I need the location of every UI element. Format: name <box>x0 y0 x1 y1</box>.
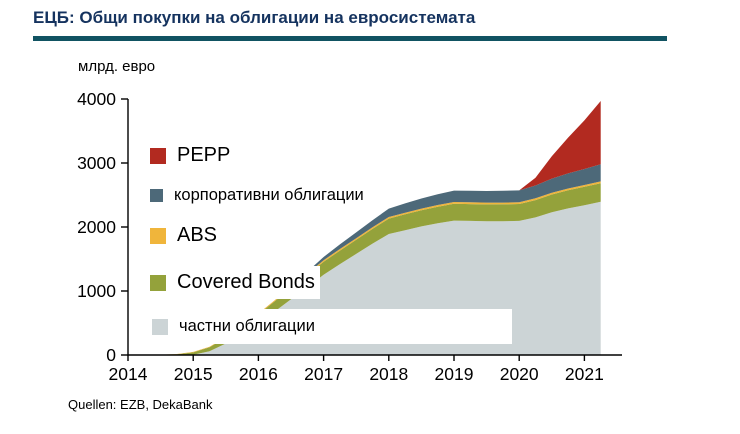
y-tick-label: 2000 <box>77 217 116 237</box>
legend-item-corporate-bonds: корпоративни облигации <box>150 186 364 205</box>
y-tick-label: 3000 <box>77 153 116 173</box>
legend-swatch-abs <box>150 227 166 244</box>
series-area-covered-bonds <box>128 183 601 355</box>
y-tick-label: 0 <box>106 345 116 365</box>
y-axis-unit-label: млрд. евро <box>78 58 156 75</box>
legend-item-covered-bonds: Covered Bonds <box>145 266 320 299</box>
x-tick-label: 2017 <box>304 364 343 384</box>
x-tick-label: 2018 <box>369 364 408 384</box>
legend-swatch-covered-bonds <box>150 274 166 291</box>
legend-item-abs: ABS <box>150 224 217 247</box>
series-area-корпоративни-облигации <box>128 164 601 355</box>
legend-label-covered-bonds: Covered Bonds <box>177 271 315 293</box>
chart-title: ЕЦБ: Общи покупки на облигации на евроси… <box>33 8 476 27</box>
title-rule <box>33 36 667 41</box>
legend-swatch-pepp <box>150 147 166 164</box>
legend-label-abs: ABS <box>177 224 218 246</box>
legend-swatch-corporate-bonds <box>150 189 163 202</box>
y-tick-label: 1000 <box>77 281 116 301</box>
legend-label-corporate-bonds: корпоративни облигации <box>174 186 364 204</box>
x-tick-label: 2021 <box>565 364 604 384</box>
legend-swatch-private-bonds <box>152 318 168 335</box>
x-tick-label: 2014 <box>109 364 148 384</box>
source-note: Quellen: EZB, DekaBank <box>68 397 213 412</box>
y-tick-label: 4000 <box>77 89 116 109</box>
x-tick-label: 2019 <box>435 364 474 384</box>
x-tick-label: 2015 <box>174 364 213 384</box>
legend-item-pepp: PEPP <box>150 144 230 167</box>
x-tick-label: 2020 <box>500 364 539 384</box>
legend-label-pepp: PEPP <box>177 144 231 166</box>
legend-label-private-bonds: частни облигации <box>179 317 315 335</box>
legend-item-private-bonds: частни облигации <box>147 309 512 344</box>
x-tick-label: 2016 <box>239 364 278 384</box>
